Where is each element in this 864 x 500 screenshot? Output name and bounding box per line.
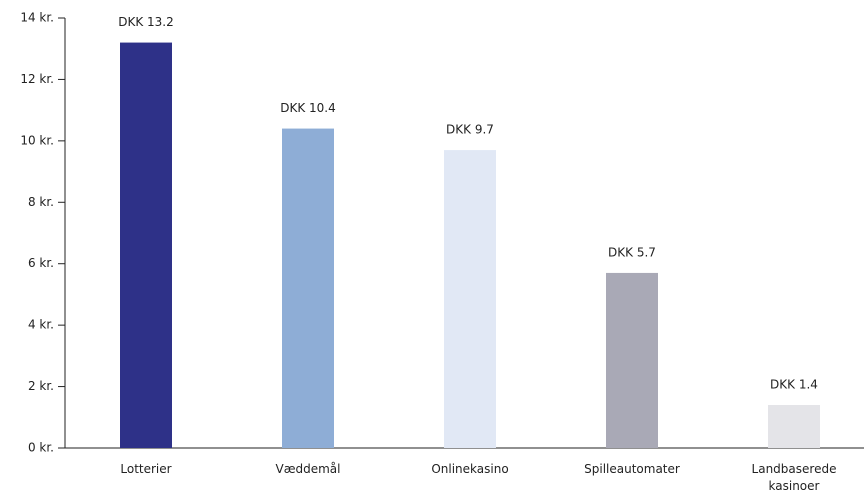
- value-label: DKK 10.4: [280, 101, 336, 115]
- bar: [444, 150, 496, 449]
- y-tick-label: 4 kr.: [28, 318, 54, 332]
- y-tick-label: 8 kr.: [28, 195, 54, 209]
- value-label: DKK 13.2: [118, 15, 174, 29]
- y-tick-label: 6 kr.: [28, 256, 54, 270]
- bar: [768, 405, 820, 448]
- bar: [606, 272, 658, 448]
- value-label: DKK 1.4: [770, 378, 818, 392]
- x-tick-label: Væddemål: [275, 462, 341, 476]
- x-tick-label: Onlinekasino: [431, 462, 509, 476]
- bar: [282, 128, 334, 449]
- y-tick-label: 12 kr.: [20, 72, 54, 86]
- y-tick-label: 10 kr.: [20, 133, 54, 147]
- y-tick-label: 0 kr.: [28, 441, 54, 455]
- x-tick-label: Lotterier: [120, 462, 172, 476]
- y-tick-label: 2 kr.: [28, 379, 54, 393]
- x-tick-label: Spilleautomater: [584, 462, 680, 476]
- y-tick-label: 14 kr.: [20, 11, 54, 25]
- value-label: DKK 5.7: [608, 245, 656, 259]
- value-label: DKK 9.7: [446, 123, 494, 137]
- x-tick-label: Landbaserede kasinoer: [751, 462, 837, 493]
- bar: [120, 42, 172, 448]
